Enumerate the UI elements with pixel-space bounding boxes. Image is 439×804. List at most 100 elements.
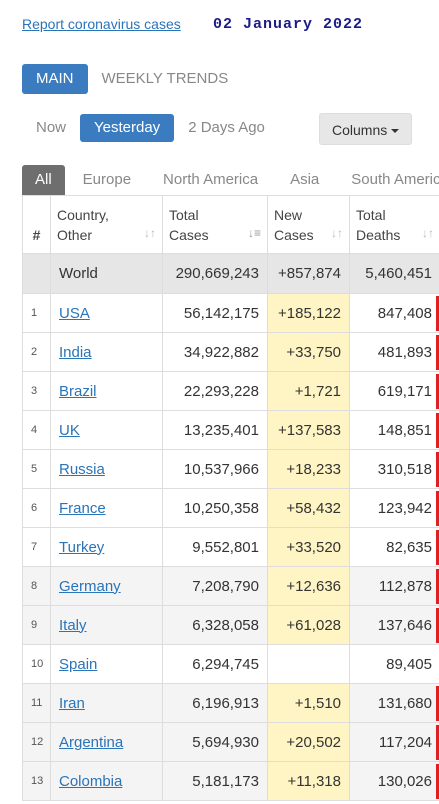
tab-south-america[interactable]: South America	[351, 171, 439, 188]
tab-europe[interactable]: Europe	[82, 171, 132, 188]
columns-button[interactable]: Columns	[319, 113, 413, 145]
row-country: UK	[50, 410, 163, 450]
row-country: Russia	[50, 449, 163, 489]
tab-weekly-trends[interactable]: WEEKLY TRENDS	[101, 70, 229, 87]
row-total-cases: 6,328,058	[162, 605, 268, 645]
row-num: 2	[22, 332, 51, 372]
table-header-row: # Country, Other ↓↑ Total Cases ↓≡ New C…	[22, 195, 439, 254]
country-link[interactable]: Russia	[59, 460, 105, 478]
row-total-deaths: 123,942	[349, 488, 439, 528]
row-country: India	[50, 332, 163, 372]
table-row: 9 Italy 6,328,058 +61,028 137,646	[22, 605, 439, 645]
table-row: 2 India 34,922,882 +33,750 481,893	[22, 332, 439, 372]
table-row: 3 Brazil 22,293,228 +1,721 619,171	[22, 371, 439, 411]
country-link[interactable]: Argentina	[59, 733, 124, 751]
country-link[interactable]: Spain	[59, 655, 98, 673]
death-marker	[436, 724, 439, 760]
death-marker	[436, 685, 439, 721]
row-country: Argentina	[50, 722, 163, 762]
header-num: #	[22, 195, 51, 254]
row-num: 13	[22, 761, 51, 801]
death-marker	[436, 295, 439, 331]
country-link[interactable]: Colombia	[59, 772, 123, 790]
sort-descending-icon: ↓≡	[247, 226, 261, 240]
row-num: 10	[22, 644, 51, 684]
row-total-deaths: 847,408	[349, 293, 439, 333]
header-new-cases[interactable]: New Cases ↓↑	[267, 195, 350, 254]
sort-icon: ↓↑	[144, 226, 156, 240]
world-country: World	[50, 253, 163, 294]
tab-all[interactable]: All	[22, 165, 65, 195]
row-total-deaths: 137,646	[349, 605, 439, 645]
row-total-cases: 10,250,358	[162, 488, 268, 528]
death-marker	[436, 568, 439, 604]
row-new-cases	[267, 644, 350, 684]
row-total-deaths: 112,878	[349, 566, 439, 606]
tab-yesterday[interactable]: Yesterday	[80, 114, 175, 142]
row-new-cases: +1,721	[267, 371, 350, 411]
row-num: 4	[22, 410, 51, 450]
row-total-cases: 56,142,175	[162, 293, 268, 333]
header-total-cases[interactable]: Total Cases ↓≡	[162, 195, 268, 254]
country-link[interactable]: India	[59, 343, 92, 361]
row-new-cases: +11,318	[267, 761, 350, 801]
row-country: Italy	[50, 605, 163, 645]
tab-now[interactable]: Now	[36, 119, 67, 136]
country-link[interactable]: Italy	[59, 616, 87, 634]
report-cases-link[interactable]: Report coronavirus cases	[22, 16, 181, 32]
row-total-cases: 34,922,882	[162, 332, 268, 372]
death-marker	[436, 607, 439, 643]
country-link[interactable]: UK	[59, 421, 80, 439]
death-marker	[436, 451, 439, 487]
world-row: World 290,669,243 +857,874 5,460,451	[22, 253, 439, 294]
row-country: Spain	[50, 644, 163, 684]
row-total-cases: 6,196,913	[162, 683, 268, 723]
row-new-cases: +58,432	[267, 488, 350, 528]
table-row: 13 Colombia 5,181,173 +11,318 130,026	[22, 761, 439, 801]
country-link[interactable]: Brazil	[59, 382, 97, 400]
cases-table-container: # Country, Other ↓↑ Total Cases ↓≡ New C…	[22, 195, 439, 801]
row-new-cases: +1,510	[267, 683, 350, 723]
row-new-cases: +20,502	[267, 722, 350, 762]
row-country: France	[50, 488, 163, 528]
row-total-deaths: 117,204	[349, 722, 439, 762]
country-link[interactable]: France	[59, 499, 106, 517]
row-total-deaths: 619,171	[349, 371, 439, 411]
row-country: Turkey	[50, 527, 163, 567]
death-marker	[436, 334, 439, 370]
row-total-deaths: 481,893	[349, 332, 439, 372]
row-total-cases: 9,552,801	[162, 527, 268, 567]
world-total-deaths: 5,460,451	[349, 253, 439, 294]
header-new-line2: Cases	[274, 226, 314, 243]
tab-2-days-ago[interactable]: 2 Days Ago	[188, 119, 265, 136]
sort-icon: ↓↑	[331, 226, 343, 240]
row-total-deaths: 148,851	[349, 410, 439, 450]
header-country[interactable]: Country, Other ↓↑	[50, 195, 163, 254]
row-total-deaths: 131,680	[349, 683, 439, 723]
row-num: 9	[22, 605, 51, 645]
death-marker	[436, 412, 439, 448]
tab-main[interactable]: MAIN	[22, 64, 88, 94]
country-link[interactable]: Iran	[59, 694, 85, 712]
row-num: 11	[22, 683, 51, 723]
death-marker	[436, 529, 439, 565]
table-row: 6 France 10,250,358 +58,432 123,942	[22, 488, 439, 528]
country-link[interactable]: USA	[59, 304, 90, 322]
row-country: Colombia	[50, 761, 163, 801]
row-new-cases: +12,636	[267, 566, 350, 606]
row-num: 12	[22, 722, 51, 762]
header-deaths-line2: Deaths	[356, 226, 401, 243]
row-country: USA	[50, 293, 163, 333]
table-row: 5 Russia 10,537,966 +18,233 310,518	[22, 449, 439, 489]
row-total-cases: 6,294,745	[162, 644, 268, 684]
country-link[interactable]: Turkey	[59, 538, 105, 556]
tab-north-america[interactable]: North America	[163, 171, 259, 188]
country-link[interactable]: Germany	[59, 577, 121, 595]
header-total-deaths[interactable]: Total Deaths ↓↑	[349, 195, 439, 254]
row-new-cases: +185,122	[267, 293, 350, 333]
row-num: 6	[22, 488, 51, 528]
header-deaths-line1: Total	[356, 206, 386, 223]
world-new-cases: +857,874	[267, 253, 350, 294]
row-total-deaths: 130,026	[349, 761, 439, 801]
tab-asia[interactable]: Asia	[290, 171, 320, 188]
